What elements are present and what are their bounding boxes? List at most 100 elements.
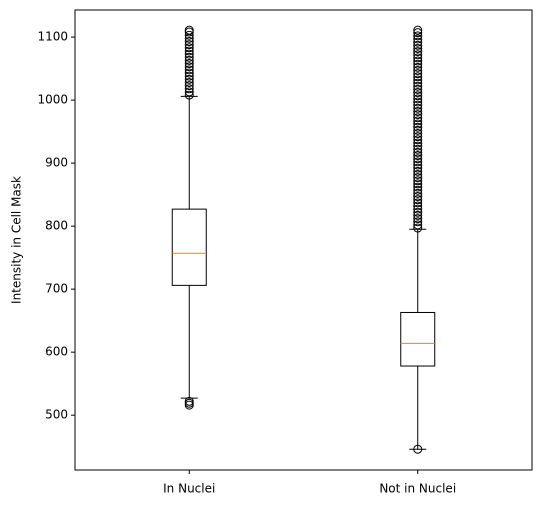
outlier	[413, 65, 423, 75]
outlier	[184, 87, 194, 97]
outlier	[413, 144, 423, 154]
y-tick-label: 1100	[37, 30, 68, 44]
outlier	[413, 192, 423, 202]
outlier	[413, 40, 423, 50]
outlier	[413, 444, 423, 454]
outlier	[184, 43, 194, 53]
outlier	[413, 72, 423, 82]
outlier	[413, 195, 423, 205]
y-tick-label: 600	[45, 345, 68, 359]
outlier	[413, 173, 423, 183]
x-tick-label: In Nuclei	[163, 482, 215, 496]
outlier	[184, 59, 194, 69]
outlier	[413, 214, 423, 224]
outlier	[413, 53, 423, 63]
outlier	[413, 91, 423, 101]
box	[400, 311, 436, 367]
outlier	[184, 62, 194, 72]
outlier	[184, 49, 194, 59]
outlier	[413, 62, 423, 72]
outlier	[184, 25, 194, 35]
x-tick-label: Not in Nuclei	[379, 482, 456, 496]
outlier	[413, 176, 423, 186]
outlier	[413, 207, 423, 217]
outlier	[413, 34, 423, 44]
outlier	[413, 163, 423, 173]
y-tick-label: 800	[45, 219, 68, 233]
outlier	[184, 84, 194, 94]
outlier	[413, 220, 423, 230]
outlier	[413, 182, 423, 192]
outlier	[413, 97, 423, 107]
outlier	[413, 47, 423, 57]
outlier	[413, 217, 423, 227]
outlier	[413, 141, 423, 151]
outlier	[413, 88, 423, 98]
outlier	[413, 50, 423, 60]
box	[171, 208, 207, 286]
outlier	[413, 160, 423, 170]
outlier	[413, 25, 423, 35]
outlier	[184, 90, 194, 100]
plot-frame	[74, 9, 533, 471]
outlier	[413, 94, 423, 104]
outlier	[413, 59, 423, 69]
outlier	[184, 81, 194, 91]
outlier	[413, 151, 423, 161]
outlier	[184, 398, 194, 408]
outlier	[184, 65, 194, 75]
outlier	[413, 37, 423, 47]
y-tick-label: 900	[45, 156, 68, 170]
outlier	[413, 135, 423, 145]
outlier	[413, 198, 423, 208]
outlier	[184, 30, 194, 40]
outlier	[413, 154, 423, 164]
outlier	[413, 223, 423, 233]
outlier	[413, 129, 423, 139]
outlier	[413, 179, 423, 189]
outlier	[184, 74, 194, 84]
outlier	[413, 116, 423, 126]
outlier	[413, 106, 423, 116]
outlier	[184, 68, 194, 78]
outlier	[413, 31, 423, 41]
outlier	[413, 166, 423, 176]
outlier	[184, 55, 194, 65]
outlier	[184, 52, 194, 62]
y-tick-label: 1000	[37, 93, 68, 107]
outlier	[413, 125, 423, 135]
outlier	[413, 78, 423, 88]
outlier	[413, 169, 423, 179]
outlier	[413, 201, 423, 211]
outlier	[413, 56, 423, 66]
outlier	[413, 122, 423, 132]
outlier	[413, 157, 423, 167]
outlier	[413, 138, 423, 148]
outlier	[413, 69, 423, 79]
outlier	[184, 46, 194, 56]
outlier	[413, 84, 423, 94]
outlier	[413, 132, 423, 142]
outlier	[413, 28, 423, 38]
outlier	[413, 43, 423, 53]
outlier	[413, 100, 423, 110]
outlier	[413, 210, 423, 220]
outlier	[413, 110, 423, 120]
outlier	[413, 81, 423, 91]
outlier	[413, 103, 423, 113]
y-tick-label: 700	[45, 282, 68, 296]
outlier	[184, 40, 194, 50]
y-axis-label: Intensity in Cell Mask	[10, 176, 24, 304]
outlier	[413, 75, 423, 85]
outlier	[413, 204, 423, 214]
outlier	[413, 188, 423, 198]
outlier	[184, 71, 194, 81]
outlier	[413, 113, 423, 123]
outlier	[184, 37, 194, 47]
outlier	[184, 77, 194, 87]
outlier	[184, 396, 194, 406]
outlier	[413, 147, 423, 157]
y-tick-label: 500	[45, 408, 68, 422]
outlier	[413, 119, 423, 129]
